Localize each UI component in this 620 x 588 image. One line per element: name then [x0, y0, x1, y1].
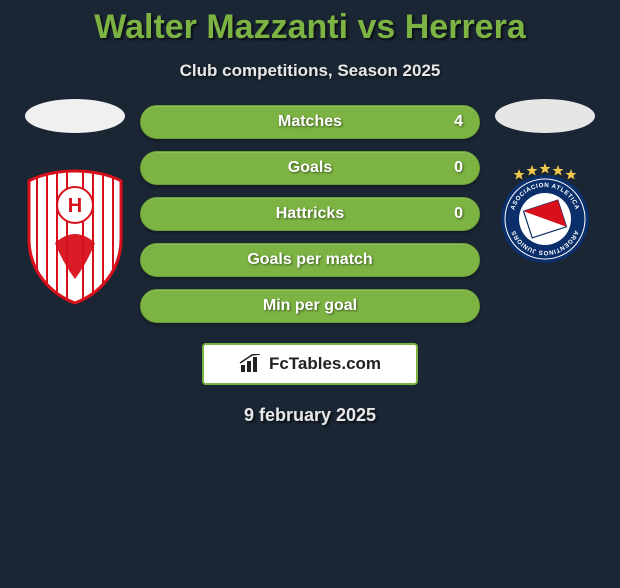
brand-box: FcTables.com	[202, 343, 418, 385]
comparison-date: 9 february 2025	[0, 405, 620, 426]
stat-label: Hattricks	[276, 205, 344, 223]
left-club-badge: H	[25, 169, 125, 305]
left-player-column: H	[20, 105, 130, 305]
stat-row-min-per-goal: Min per goal	[140, 289, 480, 323]
main-layout: H Matches 4 Goals 0 Hattricks 0 Goals pe…	[0, 105, 620, 323]
stat-label: Min per goal	[263, 297, 357, 315]
bar-chart-icon	[239, 354, 263, 374]
brand-text: FcTables.com	[269, 354, 381, 374]
stat-right-value: 4	[454, 113, 463, 131]
stat-label: Goals	[288, 159, 332, 177]
stat-row-hattricks: Hattricks 0	[140, 197, 480, 231]
stat-label: Matches	[278, 113, 342, 131]
stat-row-goals: Goals 0	[140, 151, 480, 185]
stat-row-goals-per-match: Goals per match	[140, 243, 480, 277]
stat-right-value: 0	[454, 205, 463, 223]
stat-label: Goals per match	[247, 251, 372, 269]
comparison-title: Walter Mazzanti vs Herrera	[0, 8, 620, 47]
right-player-placeholder	[495, 99, 595, 133]
comparison-subtitle: Club competitions, Season 2025	[0, 61, 620, 81]
stats-panel: Matches 4 Goals 0 Hattricks 0 Goals per …	[140, 105, 480, 323]
left-player-placeholder	[25, 99, 125, 133]
huracan-letter: H	[68, 195, 82, 217]
stat-row-matches: Matches 4	[140, 105, 480, 139]
argentinos-badge-icon: ASOCIACION ATLETICA ARGENTINOS JUNIORS	[497, 163, 593, 263]
stat-right-value: 0	[454, 159, 463, 177]
right-club-badge: ASOCIACION ATLETICA ARGENTINOS JUNIORS	[497, 163, 593, 263]
right-player-column: ASOCIACION ATLETICA ARGENTINOS JUNIORS	[490, 105, 600, 263]
huracan-shield-icon: H	[25, 169, 125, 305]
